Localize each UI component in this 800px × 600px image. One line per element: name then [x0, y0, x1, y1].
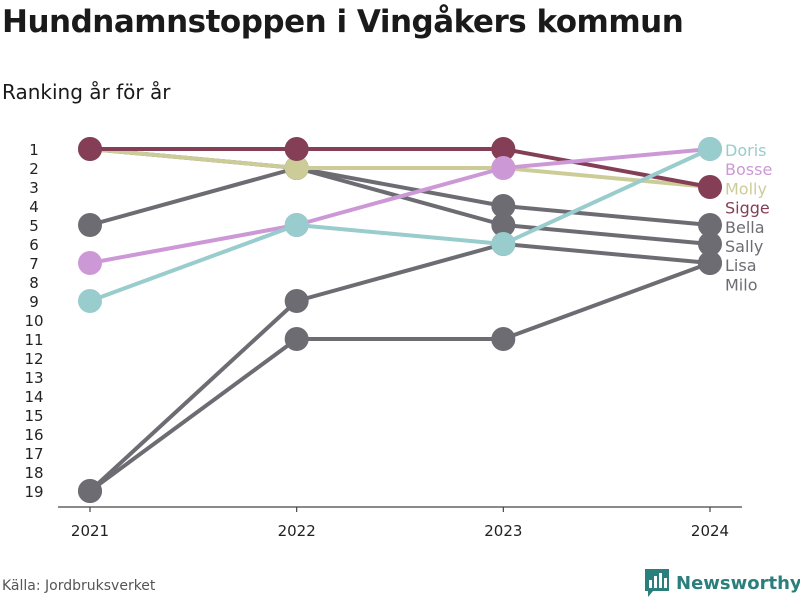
end-label-lisa: Lisa	[725, 256, 757, 275]
y-tick-label: 3	[29, 179, 39, 197]
data-point	[78, 213, 102, 237]
series-line	[88, 261, 711, 493]
end-label-doris: Doris	[725, 141, 766, 160]
y-tick-label: 10	[24, 312, 43, 330]
y-tick-label: 17	[24, 445, 43, 463]
data-point	[78, 251, 102, 275]
y-tick-label: 1	[29, 141, 39, 159]
data-point	[491, 137, 516, 161]
end-label-sally: Sally	[725, 237, 763, 256]
data-point	[78, 137, 102, 161]
data-point	[78, 289, 102, 313]
y-tick-label: 9	[29, 293, 39, 311]
source-note: Källa: Jordbruksverket	[2, 578, 156, 594]
series-line	[89, 147, 711, 189]
y-tick-label: 19	[24, 483, 43, 501]
series-line	[89, 147, 711, 303]
data-point	[284, 327, 309, 351]
end-label-sigge: Sigge	[725, 199, 770, 218]
brand-logo: Newsworthy	[644, 568, 800, 598]
data-point	[698, 175, 722, 199]
end-label-milo: Milo	[725, 275, 757, 294]
y-tick-label: 8	[29, 274, 39, 292]
y-tick-label: 2	[29, 160, 39, 178]
x-tick-label: 2021	[71, 522, 109, 540]
y-tick-label: 18	[24, 464, 43, 482]
y-tick-label: 5	[29, 217, 39, 235]
data-point	[491, 194, 516, 218]
y-tick-label: 14	[24, 388, 43, 406]
series-line	[89, 147, 711, 265]
end-label-bella: Bella	[725, 218, 765, 237]
end-label-molly: Molly	[725, 179, 767, 198]
y-tick-label: 11	[24, 331, 43, 349]
series-line	[90, 147, 711, 189]
y-tick-label: 4	[29, 198, 39, 216]
data-point	[491, 232, 516, 256]
data-point	[491, 156, 516, 180]
x-tick-label: 2022	[278, 522, 316, 540]
data-point	[284, 137, 309, 161]
series-lisa	[78, 232, 722, 503]
data-point	[698, 251, 722, 275]
x-axis: 2021 2022 2023 2024	[58, 506, 742, 540]
data-point	[284, 213, 309, 237]
data-point	[78, 479, 102, 503]
data-point	[284, 156, 309, 180]
series-line	[89, 147, 711, 227]
series-doris	[78, 137, 722, 313]
data-point	[698, 213, 722, 237]
y-tick-label: 7	[29, 255, 39, 273]
data-point	[698, 232, 722, 256]
x-tick-label: 2023	[484, 522, 522, 540]
series-line	[88, 242, 711, 493]
chart-title: Hundnamnstoppen i Vingåkers kommun	[2, 4, 684, 40]
series-milo	[78, 251, 722, 503]
data-point	[284, 289, 309, 313]
data-point	[698, 137, 722, 161]
data-point	[491, 327, 516, 351]
y-tick-label: 16	[24, 426, 43, 444]
y-tick-label: 12	[24, 350, 43, 368]
series-sigge	[78, 137, 722, 199]
y-tick-label: 15	[24, 407, 43, 425]
y-tick-label: 13	[24, 369, 43, 387]
newsworthy-icon	[645, 569, 669, 597]
y-tick-label: 6	[29, 236, 39, 254]
chart-subtitle: Ranking år för år	[2, 80, 171, 104]
end-label-bosse: Bosse	[725, 160, 772, 179]
series-layer	[78, 137, 722, 503]
brand-name: Newsworthy	[676, 572, 800, 594]
data-point	[491, 213, 516, 237]
x-tick-label: 2024	[691, 522, 729, 540]
